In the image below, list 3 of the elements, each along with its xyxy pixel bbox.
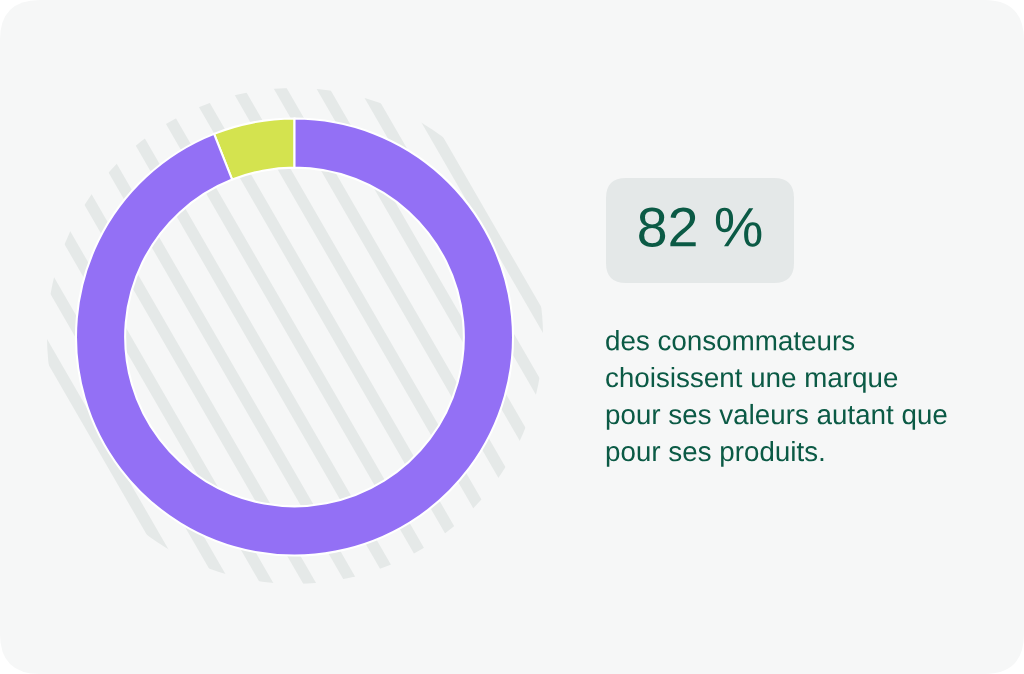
- donut-slice: [74, 117, 515, 557]
- text: des consommateurs choisissent une marque pour ses valeurs autant que pour ses produits.: [606, 330, 947, 467]
- text: 82 %: [639, 207, 762, 247]
